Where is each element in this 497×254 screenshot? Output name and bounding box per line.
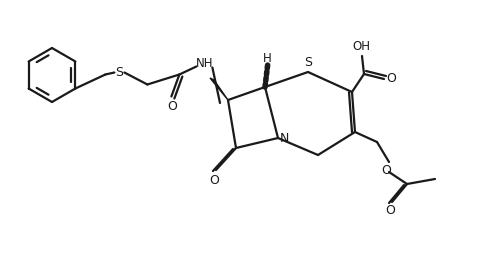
Text: O: O: [386, 72, 396, 86]
Text: O: O: [381, 165, 391, 178]
Text: H: H: [262, 53, 271, 66]
Text: O: O: [167, 100, 177, 113]
Text: O: O: [385, 204, 395, 217]
Polygon shape: [210, 78, 228, 100]
Text: O: O: [209, 173, 219, 186]
Text: OH: OH: [352, 40, 370, 54]
Text: S: S: [304, 56, 312, 70]
Text: NH: NH: [196, 57, 213, 70]
Text: N: N: [279, 133, 289, 146]
Text: S: S: [115, 66, 123, 79]
